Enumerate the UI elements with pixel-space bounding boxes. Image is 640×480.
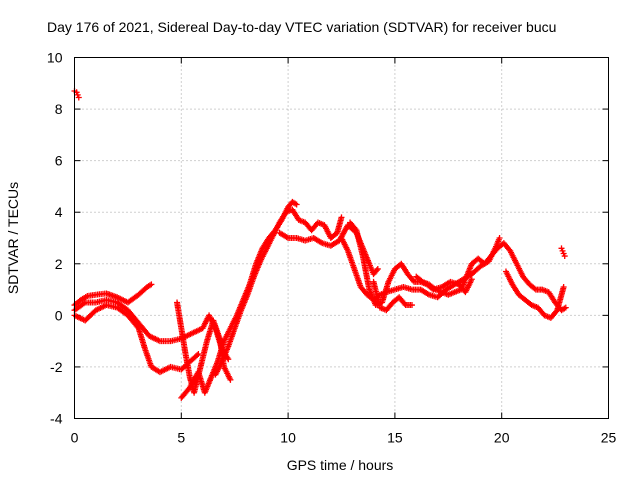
y-tick-label: 0 — [55, 307, 63, 323]
y-tick-label: 2 — [55, 256, 63, 272]
data-point — [374, 265, 381, 272]
data-point — [75, 94, 82, 101]
series-track-n — [558, 245, 568, 260]
x-tick-label: 0 — [71, 430, 79, 446]
series-track-j — [347, 219, 475, 309]
axis-ticks: 0 5 10 15 20 25 -4 -2 0 2 4 6 8 10 — [47, 50, 617, 446]
data-point — [561, 253, 568, 260]
data-point — [225, 356, 232, 363]
grid — [74, 57, 609, 419]
data-point — [468, 276, 475, 283]
data-point — [227, 376, 234, 383]
series-track-e — [174, 299, 234, 396]
y-tick-label: -2 — [50, 359, 63, 375]
x-tick-label: 10 — [280, 430, 296, 446]
data-point — [562, 304, 569, 311]
series-track-l — [413, 240, 569, 314]
series-track-b — [71, 281, 155, 309]
data-point — [293, 201, 300, 208]
x-axis-label: GPS time / hours — [287, 457, 394, 473]
series-track-d — [71, 296, 232, 363]
data-point — [194, 352, 201, 359]
y-tick-label: 6 — [55, 153, 63, 169]
series-track-a — [71, 88, 82, 101]
x-tick-label: 5 — [177, 430, 185, 446]
data-point — [338, 214, 345, 221]
y-tick-label: 10 — [47, 50, 63, 66]
data-marks — [71, 88, 569, 401]
y-tick-label: 8 — [55, 101, 63, 117]
plot-frame — [74, 57, 609, 419]
y-tick-label: 4 — [55, 204, 63, 220]
y-tick-label: -4 — [50, 411, 63, 427]
data-point — [373, 267, 380, 274]
data-point — [408, 302, 415, 309]
data-point — [401, 300, 408, 307]
data-point — [195, 351, 202, 358]
series-track-f — [178, 198, 300, 401]
data-point — [531, 285, 538, 292]
series-track-m — [502, 268, 567, 321]
series-track-g — [212, 206, 345, 378]
x-tick-label: 15 — [387, 430, 403, 446]
data-point — [80, 300, 87, 307]
data-point — [148, 281, 155, 288]
data-point — [410, 277, 417, 284]
x-tick-label: 25 — [601, 430, 617, 446]
chart-title: Day 176 of 2021, Sidereal Day-to-day VTE… — [47, 19, 556, 35]
data-point — [496, 235, 503, 241]
x-tick-label: 20 — [494, 430, 510, 446]
data-point — [560, 283, 567, 290]
y-axis-label: SDTVAR / TECUs — [5, 182, 21, 294]
series-track-k — [370, 278, 415, 314]
